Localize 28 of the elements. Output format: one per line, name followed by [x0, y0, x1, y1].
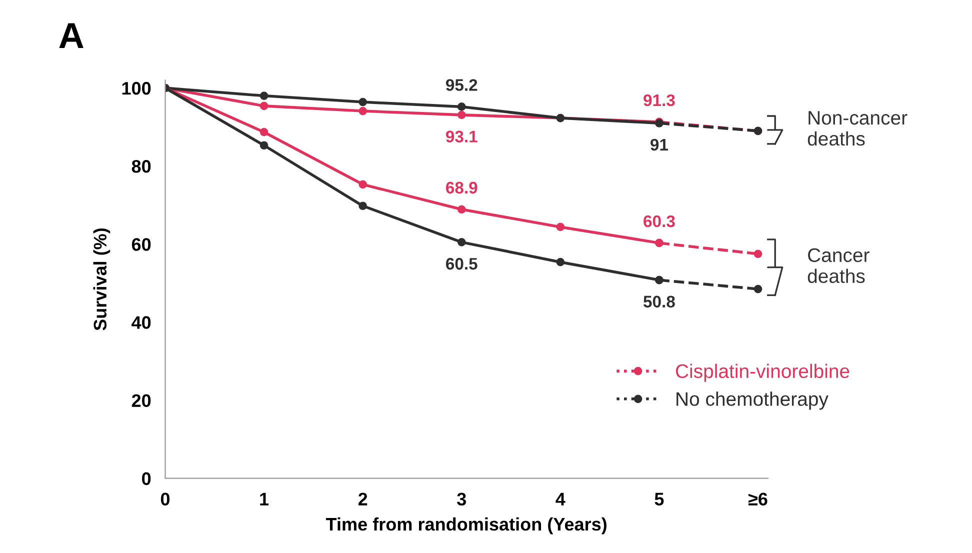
legend-label: No chemotherapy	[676, 392, 828, 410]
y-tick-label: 20	[132, 394, 151, 407]
y-tick-label: 40	[132, 316, 151, 329]
data-label: 95.2	[446, 79, 478, 91]
y-axis-title: Survival (%)	[93, 228, 110, 330]
data-label: 68.9	[446, 182, 478, 194]
y-tick-label: 80	[132, 160, 151, 173]
x-tick-label: 3	[457, 492, 466, 506]
data-label: 91.3	[644, 94, 675, 106]
legend-label: Cisplatin-vinorelbine	[676, 364, 850, 382]
y-tick-label: 0	[142, 472, 151, 486]
x-tick-label: 1	[260, 492, 269, 506]
text: Cancer deaths	[808, 248, 870, 284]
y-tick-label: 60	[132, 238, 151, 251]
x-tick-label: 0	[160, 492, 170, 506]
x-axis-title: Time from randomisation (Years)	[326, 517, 606, 534]
x-tick-label: 4	[556, 492, 566, 506]
x-tick-label: ≥6	[748, 492, 768, 506]
chart-title: A	[59, 23, 84, 48]
data-label: 91	[650, 138, 668, 151]
data-label: 60.5	[446, 258, 478, 270]
x-tick-label: 2	[358, 492, 368, 506]
data-label: 60.3	[644, 215, 675, 228]
x-tick-label: 5	[654, 492, 664, 506]
y-tick-label: 100	[122, 82, 151, 95]
text: Non-cancer deaths	[808, 111, 908, 146]
data-label: 93.1	[446, 130, 478, 142]
data-label: 50.8	[644, 296, 675, 308]
